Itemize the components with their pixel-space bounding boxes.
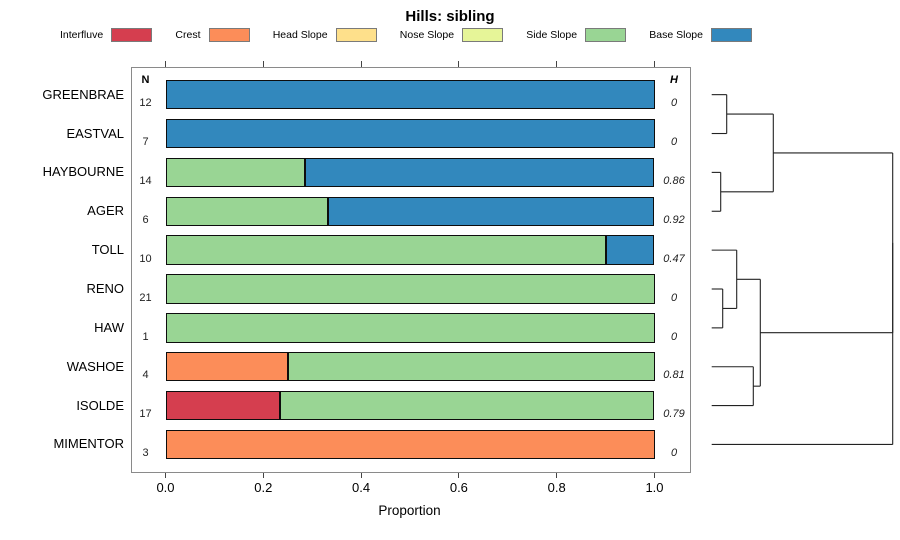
- legend-item: Nose Slope: [399, 28, 504, 42]
- legend-label: Base Slope: [649, 29, 703, 41]
- legend-swatch: [335, 28, 377, 42]
- legend-item: Crest: [175, 28, 250, 42]
- legend-swatch: [208, 28, 250, 42]
- n-value: 3: [142, 447, 149, 460]
- row-label: HAW: [94, 319, 124, 335]
- axis-tick-bottom: [165, 472, 166, 478]
- axis-tick-top: [654, 61, 655, 67]
- axis-tick-top: [458, 61, 460, 67]
- legend-swatch: [462, 28, 504, 42]
- bar-segment-side-slope: [165, 313, 655, 343]
- axis-tick-bottom: [458, 472, 460, 478]
- bar-segment-side-slope: [165, 235, 606, 265]
- axis-tick-top: [262, 61, 264, 67]
- n-column-header: N: [141, 74, 150, 86]
- axis-tick-top: [165, 61, 166, 67]
- bar-segment-base-slope: [605, 235, 655, 265]
- h-value: 0.92: [663, 213, 685, 226]
- x-axis-title: Proportion: [378, 503, 441, 518]
- n-value: 10: [139, 252, 152, 265]
- row-label: TOLL: [91, 242, 124, 258]
- h-value: 0: [670, 97, 678, 110]
- legend-label: Side Slope: [526, 29, 578, 41]
- stacked-bar: [165, 157, 655, 188]
- row-label: RENO: [86, 281, 124, 296]
- axis-tick-bottom: [360, 472, 362, 478]
- row-label: EASTVAL: [66, 125, 124, 141]
- legend-label: Head Slope: [272, 29, 328, 41]
- axis-tick-bottom: [262, 472, 264, 478]
- bar-segment-crest: [165, 429, 655, 460]
- n-value: 14: [139, 175, 152, 188]
- h-column-header: H: [670, 74, 678, 86]
- row-label: ISOLDE: [76, 397, 124, 413]
- stacked-bar: [165, 80, 655, 110]
- stacked-bar: [165, 196, 655, 226]
- row-label: GREENBRAE: [42, 86, 124, 102]
- axis-tick-top: [360, 61, 362, 67]
- n-value: 7: [142, 136, 149, 149]
- stacked-bar: [165, 235, 655, 265]
- axis-tick-label: 0.6: [449, 480, 468, 495]
- stacked-bar: [165, 118, 655, 149]
- h-value: 0.79: [663, 408, 685, 421]
- bar-segment-crest: [165, 352, 288, 382]
- bar-segment-base-slope: [328, 196, 655, 226]
- legend-label: Crest: [175, 29, 201, 41]
- row-label: HAYBOURNE: [42, 164, 124, 180]
- legend-label: Interfluve: [60, 29, 104, 41]
- bar-segment-interfluve: [165, 390, 281, 421]
- stacked-bar: [165, 313, 655, 343]
- bar-segment-base-slope: [305, 157, 655, 188]
- legend-swatch: [585, 28, 627, 42]
- legend-label: Nose Slope: [399, 29, 455, 41]
- row-label: WASHOE: [66, 358, 124, 374]
- legend-item: Base Slope: [649, 28, 752, 42]
- axis-tick-top: [556, 61, 558, 67]
- row-label: MIMENTOR: [53, 436, 124, 452]
- bar-segment-side-slope: [165, 274, 655, 304]
- bar-segment-side-slope: [165, 196, 329, 226]
- legend-item: Interfluve: [60, 28, 153, 42]
- stacked-bar: [165, 390, 655, 421]
- bar-segment-base-slope: [165, 80, 655, 110]
- n-value: 12: [139, 97, 152, 110]
- bar-segment-side-slope: [165, 157, 306, 188]
- legend-item: Side Slope: [526, 28, 627, 42]
- stacked-bar: [165, 274, 655, 304]
- legend-item: Head Slope: [273, 28, 377, 42]
- legend-swatch: [711, 28, 752, 42]
- bar-segment-base-slope: [165, 118, 655, 149]
- h-value: 0.81: [663, 369, 685, 382]
- h-value: 0.47: [663, 252, 685, 265]
- axis-tick-label: 1.0: [645, 480, 664, 495]
- axis-tick-label: 0.8: [547, 480, 566, 495]
- stacked-bar: [165, 429, 655, 460]
- axis-tick-bottom: [654, 472, 655, 478]
- n-value: 6: [142, 213, 149, 226]
- h-value: 0.86: [663, 175, 685, 188]
- legend-swatch: [111, 28, 153, 42]
- h-value: 0: [670, 447, 678, 460]
- axis-tick-bottom: [556, 472, 558, 478]
- bar-segment-side-slope: [280, 390, 655, 421]
- chart-title: Hills: sibling: [405, 8, 495, 25]
- n-value: 17: [139, 408, 152, 421]
- axis-tick-label: 0.4: [352, 480, 371, 495]
- h-value: 0: [670, 330, 678, 343]
- legend: Interfluve Crest Head Slope Nose Slope Side …: [60, 26, 752, 44]
- axis-tick-label: 0.0: [156, 480, 175, 495]
- stacked-bar: [165, 352, 655, 382]
- h-value: 0: [670, 291, 678, 304]
- n-value: 21: [139, 291, 152, 304]
- n-value: 1: [142, 330, 149, 343]
- row-label: AGER: [87, 203, 124, 219]
- axis-tick-label: 0.2: [254, 480, 273, 495]
- h-value: 0: [670, 136, 678, 149]
- n-value: 4: [142, 369, 149, 382]
- bar-segment-side-slope: [287, 352, 655, 382]
